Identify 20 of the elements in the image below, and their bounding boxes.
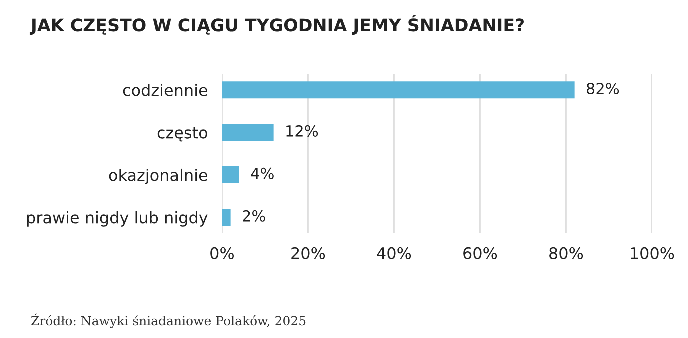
data-label: 82% (586, 82, 620, 95)
bar (222, 166, 240, 184)
bar (222, 209, 231, 226)
bar (222, 124, 274, 142)
data-label: 2% (243, 210, 266, 222)
x-tick-label: 20% (292, 247, 326, 260)
bar (222, 82, 575, 99)
x-tick-label: 60% (464, 247, 498, 260)
x-tick-label: 100% (631, 247, 674, 260)
data-label: 12% (286, 125, 318, 137)
text: Źródło: Nawyki śniadaniowe Polaków, 2025 (32, 314, 306, 328)
y-tick-label: prawie nigdy lub nigdy (27, 211, 208, 227)
x-tick-label: 0% (210, 247, 234, 260)
data-label: 4% (251, 168, 274, 180)
chart-title: JAK CZĘSTO W CIĄGU TYGODNIA JEMY ŚNIADANIE? (30, 15, 524, 35)
x-tick-label: 80% (550, 247, 584, 260)
x-tick-label: 40% (377, 247, 412, 260)
y-tick-label: często (158, 127, 208, 142)
y-tick-label: codziennie (123, 84, 208, 96)
y-tick-label: okazjonalnie (109, 168, 208, 184)
